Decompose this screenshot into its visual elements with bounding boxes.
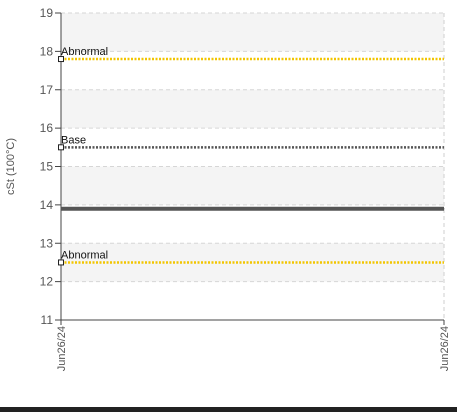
data-point bbox=[443, 208, 445, 210]
reference-marker bbox=[58, 259, 64, 266]
y-tick-label: 13 bbox=[40, 236, 54, 250]
series bbox=[60, 206, 445, 211]
reference-label: Abnormal bbox=[61, 249, 108, 261]
y-tick-label: 11 bbox=[41, 313, 54, 327]
x-tick-labels: Jun26/24 Jun26/24 bbox=[56, 326, 451, 371]
reference-label: Abnormal bbox=[61, 46, 108, 58]
bottom-divider bbox=[0, 407, 457, 412]
reference-lines: Abnormal Base Abnormal bbox=[58, 46, 444, 266]
grid-band bbox=[61, 166, 444, 205]
alternating-bands bbox=[61, 13, 444, 282]
grid-band bbox=[61, 89, 444, 129]
reference-label: Base bbox=[61, 134, 86, 146]
reference-marker bbox=[58, 56, 64, 63]
y-tick-label: 19 bbox=[40, 6, 54, 20]
reference-marker bbox=[58, 144, 64, 151]
grid-band bbox=[61, 13, 444, 52]
y-tick-labels: 11 12 13 14 15 16 17 18 19 bbox=[40, 6, 54, 327]
x-tick-label: Jun26/24 bbox=[439, 326, 451, 371]
y-axis-label: cSt (100°C) bbox=[5, 138, 17, 195]
y-tick-label: 16 bbox=[40, 121, 54, 135]
y-tick-label: 18 bbox=[40, 44, 54, 58]
x-tick-label: Jun26/24 bbox=[56, 326, 68, 371]
axes bbox=[55, 12, 445, 325]
y-tick-label: 12 bbox=[40, 275, 54, 289]
y-tick-label: 17 bbox=[40, 83, 54, 97]
y-tick-label: 14 bbox=[40, 198, 54, 212]
data-point bbox=[60, 208, 62, 210]
y-tick-label: 15 bbox=[40, 160, 54, 174]
